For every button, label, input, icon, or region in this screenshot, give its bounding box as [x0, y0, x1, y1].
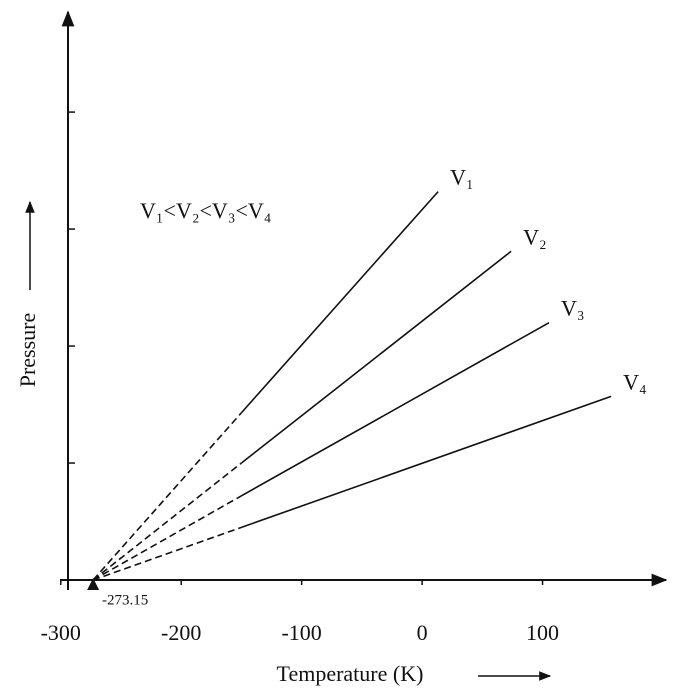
series-label: V₂: [523, 224, 547, 249]
series-segment: [241, 323, 549, 496]
series-segment: [241, 251, 511, 463]
series-label: V₄: [623, 369, 647, 394]
annotation: V₁<V₂<V₃<V₄: [140, 198, 271, 223]
series-segment: [93, 463, 241, 580]
chart: V₁<V₂<V₃<V₄ Pressure Temperature (K) -27…: [0, 0, 673, 692]
x-tick-label: -100: [281, 620, 321, 645]
x-tick-label: -200: [161, 620, 201, 645]
x-tick-label: 100: [526, 620, 559, 645]
page: V₁<V₂<V₃<V₄ Pressure Temperature (K) -27…: [0, 0, 673, 692]
series-segment: [93, 496, 241, 580]
series-segment: [241, 396, 611, 527]
x-axis-label: Temperature (K): [277, 661, 424, 686]
point-label: -273.15: [102, 592, 148, 608]
series-segment: [93, 413, 241, 580]
series-label: V₁: [450, 165, 474, 190]
series-segment: [93, 527, 241, 580]
y-axis-label: Pressure: [15, 313, 40, 388]
series-label: V₃: [561, 296, 585, 321]
x-tick-label: 0: [417, 620, 428, 645]
x-tick-label: -300: [41, 620, 81, 645]
series-segment: [241, 192, 438, 413]
